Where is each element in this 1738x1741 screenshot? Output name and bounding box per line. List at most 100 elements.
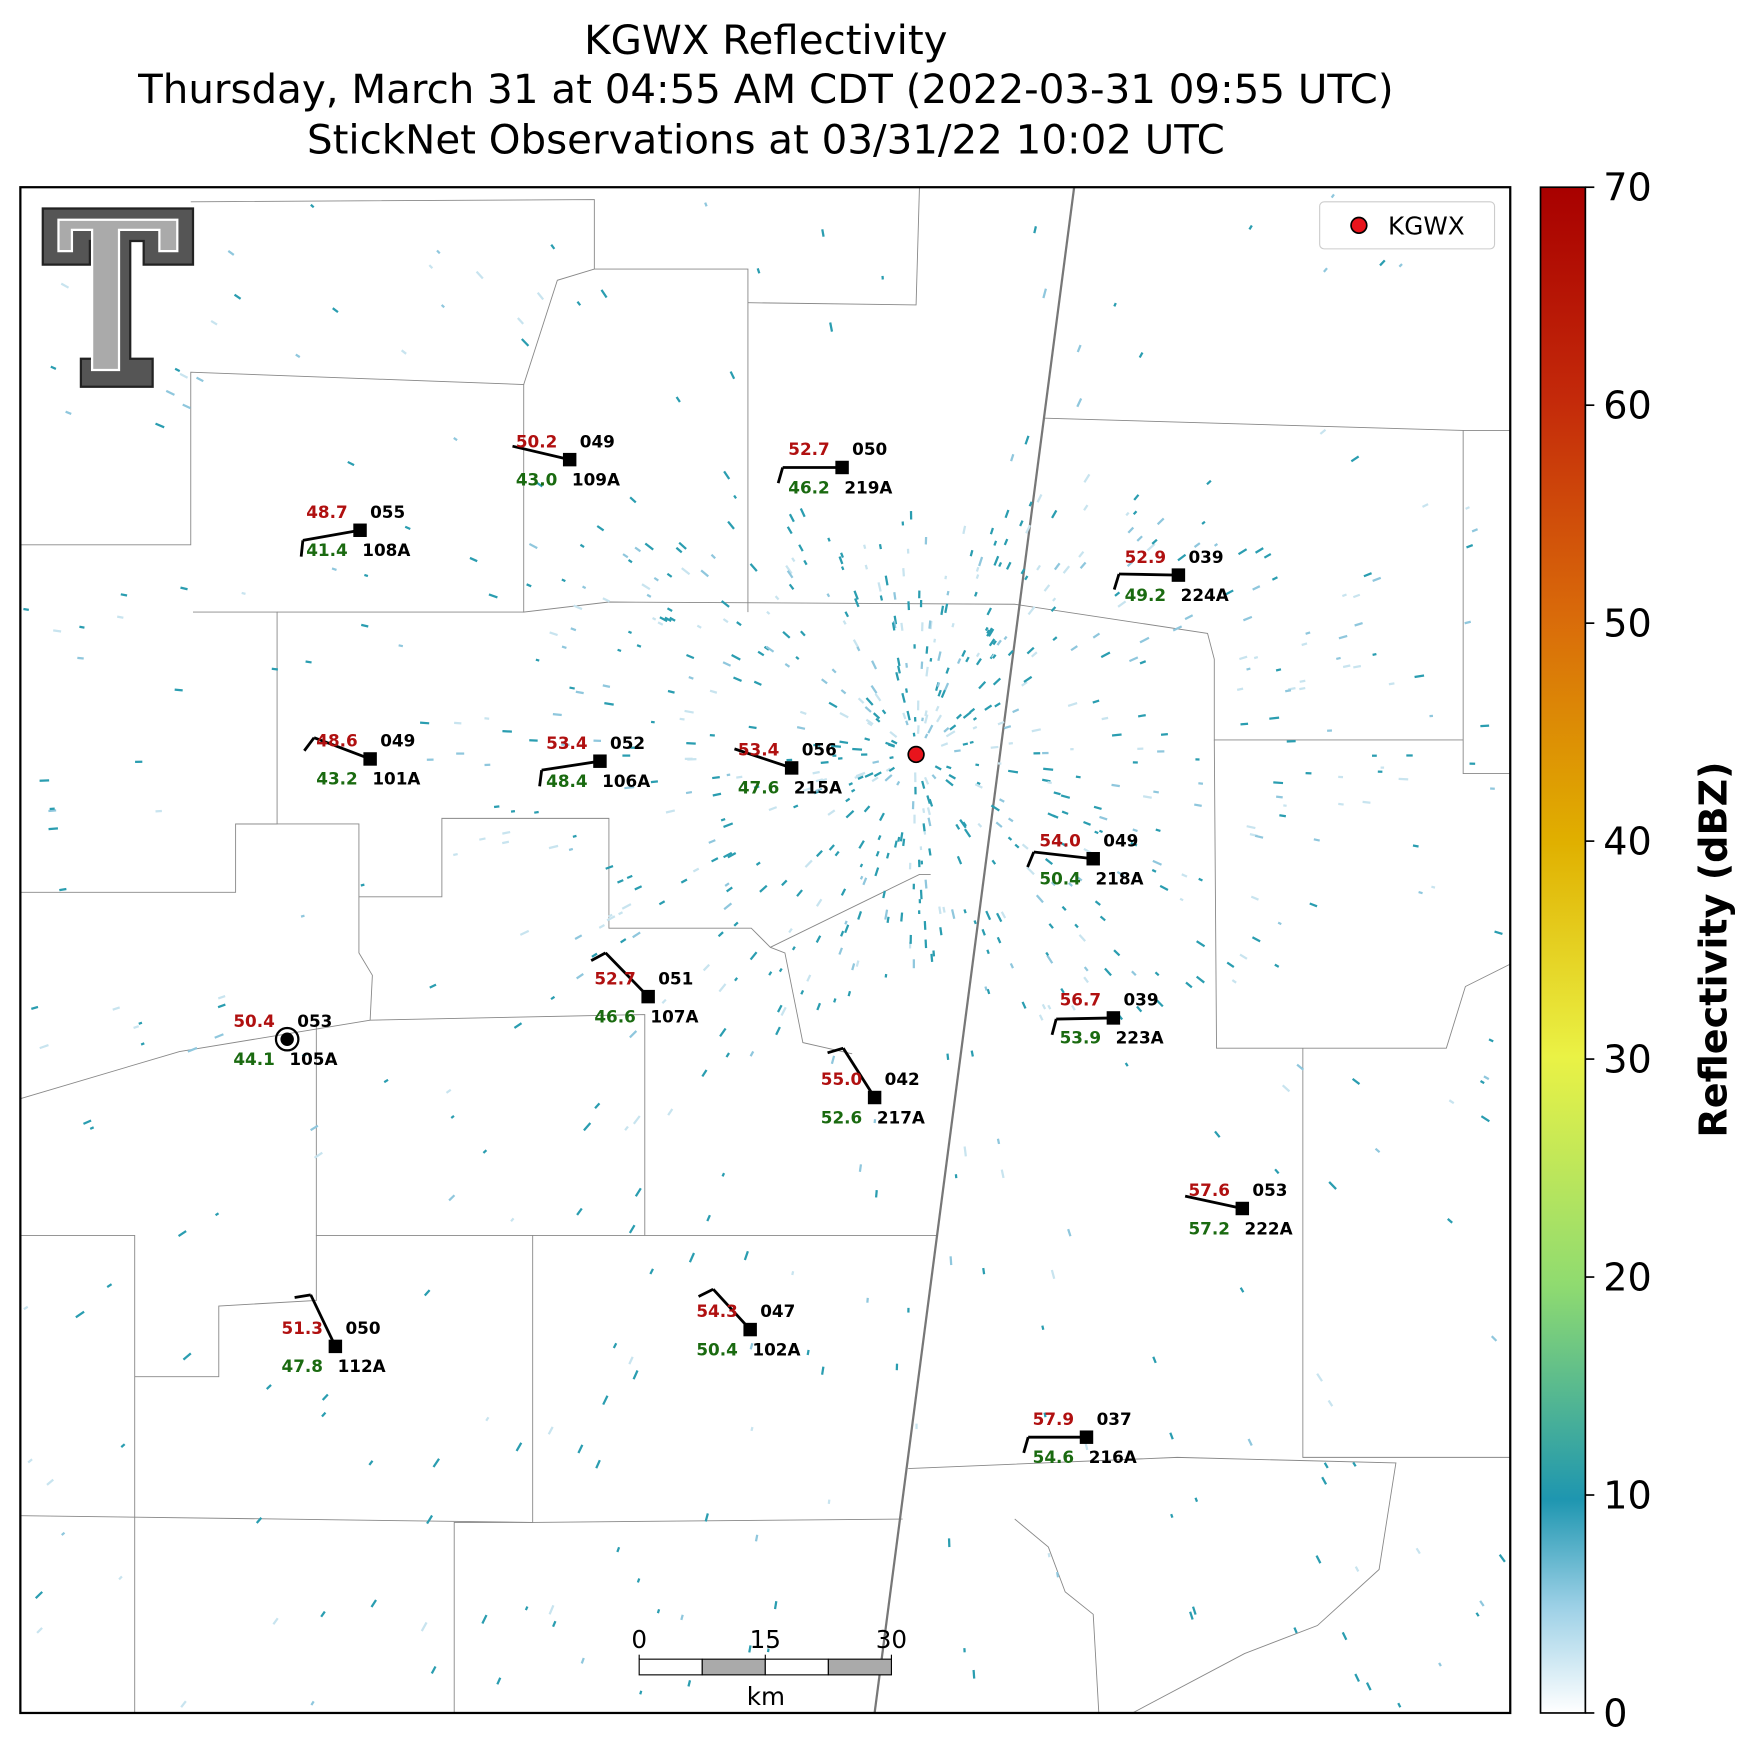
- radar-echo: [629, 1030, 638, 1039]
- radar-echo: [1313, 838, 1320, 842]
- radar-echo: [1007, 836, 1013, 841]
- radar-echo: [865, 697, 874, 706]
- radar-echo: [1137, 747, 1144, 750]
- radar-echo: [664, 616, 672, 622]
- radar-echo: [1093, 805, 1102, 811]
- radar-echo: [116, 615, 124, 619]
- radar-echo: [1124, 1062, 1129, 1067]
- radar-echo: [398, 644, 404, 648]
- radar-echo: [1142, 795, 1152, 799]
- radar-echo: [943, 682, 950, 691]
- radar-echo: [1214, 1130, 1221, 1138]
- station-id: 223A: [1116, 1028, 1164, 1048]
- radar-echo: [845, 810, 855, 819]
- radar-echo: [908, 862, 912, 870]
- radar-echo: [1321, 1476, 1328, 1485]
- radar-echo: [963, 1648, 966, 1653]
- radar-echo: [962, 525, 967, 535]
- radar-echo: [996, 936, 1002, 944]
- radar-echo: [986, 949, 990, 955]
- radar-echo: [420, 1621, 428, 1632]
- radar-echo: [27, 1458, 33, 1464]
- wind-barb: [541, 759, 601, 772]
- radar-echo: [872, 712, 881, 720]
- radar-echo: [812, 770, 820, 775]
- radar-echo: [1414, 674, 1425, 679]
- radar-echo: [766, 610, 771, 615]
- radar-echo: [976, 781, 981, 786]
- radar-echo: [940, 605, 945, 616]
- radar-echo: [838, 556, 844, 565]
- radar-echo: [946, 1053, 950, 1061]
- radar-echo: [1195, 758, 1200, 761]
- radar-echo: [828, 844, 835, 851]
- radar-echo: [955, 823, 961, 830]
- radar-echo: [1269, 716, 1280, 720]
- radar-echo: [1479, 1600, 1485, 1607]
- colorbar-tick-label: 10: [1603, 1473, 1652, 1517]
- radar-echo: [632, 931, 641, 939]
- radar-echo: [295, 353, 301, 359]
- radar-echo: [931, 774, 937, 780]
- radar-echo: [1044, 858, 1053, 866]
- radar-echo: [799, 710, 807, 716]
- radar-echo: [1276, 795, 1283, 799]
- radar-echo: [1239, 1287, 1245, 1293]
- radar-echo: [914, 786, 917, 795]
- pressure: 039: [1189, 547, 1224, 567]
- radar-echo: [1469, 762, 1476, 765]
- radar-echo: [1490, 1335, 1498, 1342]
- radar-echo: [928, 848, 932, 856]
- scale-label: 15: [750, 1625, 781, 1654]
- station-marker: [835, 460, 849, 475]
- radar-echo: [1281, 1084, 1291, 1093]
- radar-echo: [1083, 976, 1089, 984]
- radar-echo: [1050, 1269, 1056, 1280]
- radar-echo: [930, 953, 934, 962]
- radar-echo: [112, 1006, 121, 1011]
- radar-echo: [1041, 1003, 1047, 1010]
- radar-echo: [815, 778, 824, 783]
- radar-echo: [1113, 949, 1121, 957]
- radar-echo: [1070, 645, 1078, 652]
- radar-echo: [986, 607, 992, 616]
- radar-echo: [774, 595, 780, 601]
- radar-echo: [1058, 841, 1068, 848]
- colorbar-tick-label: 50: [1603, 602, 1652, 646]
- legend-label: KGWX: [1388, 211, 1465, 240]
- radar-echo: [927, 817, 932, 827]
- radar-echo: [885, 767, 891, 772]
- radar-echo: [550, 995, 556, 1001]
- radar-echo: [992, 677, 1002, 686]
- radar-echo: [1024, 435, 1030, 445]
- state-border: [873, 187, 1076, 1714]
- radar-echo: [1000, 1169, 1005, 1179]
- scale-bar: 0 15 30 km: [631, 1625, 907, 1711]
- radar-echo: [945, 730, 956, 738]
- radar-echo: [1067, 701, 1078, 708]
- radar-echo: [641, 583, 651, 591]
- radar-echo: [973, 920, 977, 925]
- radar-echo: [1126, 561, 1134, 568]
- radar-echo: [749, 951, 758, 961]
- radar-echo: [864, 737, 871, 742]
- radar-echo: [955, 713, 962, 720]
- map: 50.2 049 43.0 109A 52.7 050 46.2 219A 48.7 055 41.…: [19, 186, 1512, 1715]
- radar-echo: [784, 663, 791, 668]
- radar-echo: [49, 807, 55, 811]
- radar-echo: [630, 746, 638, 749]
- radar-echo: [864, 772, 874, 778]
- radar-echo: [368, 1460, 374, 1466]
- barb-flag: [1112, 573, 1121, 590]
- radar-echo: [969, 707, 976, 714]
- radar-echo: [1198, 877, 1203, 882]
- radar-echo: [866, 1297, 869, 1303]
- pressure: 042: [885, 1069, 920, 1089]
- dewpoint: 43.2: [316, 769, 357, 789]
- radar-echo: [782, 631, 791, 639]
- radar-echo: [736, 775, 743, 779]
- radar-echo: [886, 916, 890, 923]
- radar-echo: [1372, 754, 1377, 757]
- radar-echo: [861, 753, 868, 756]
- radar-echo: [915, 1423, 918, 1430]
